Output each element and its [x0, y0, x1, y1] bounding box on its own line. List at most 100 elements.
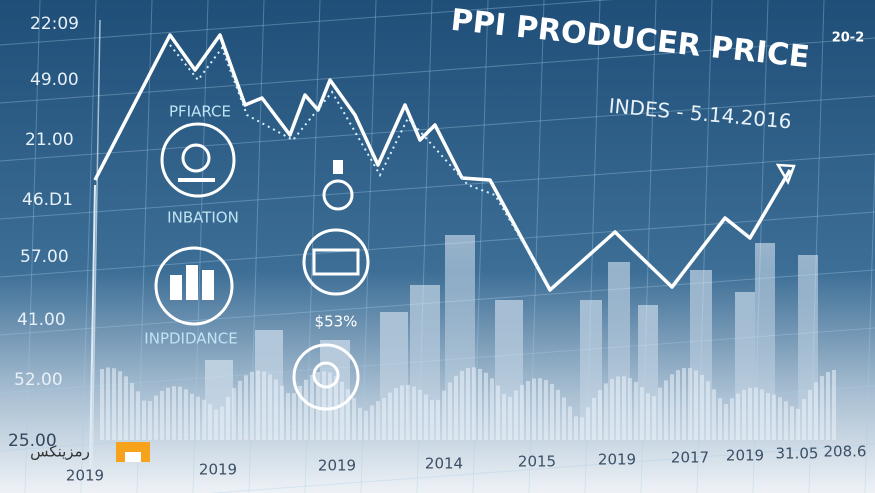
small-bar — [442, 390, 446, 440]
corner-label: 20-2 — [832, 31, 865, 46]
grid-line — [360, 0, 377, 493]
small-bar — [124, 376, 128, 440]
grid-line — [0, 153, 875, 220]
small-bar — [202, 399, 206, 440]
small-bar — [736, 393, 740, 440]
small-bar — [796, 408, 800, 440]
x-label: 2019 — [598, 451, 636, 469]
grid-line — [192, 0, 209, 493]
small-bar — [388, 392, 392, 440]
small-bar — [406, 384, 410, 440]
arrow-head — [775, 163, 796, 185]
small-bar — [298, 385, 302, 440]
small-bar — [136, 391, 140, 440]
small-bar — [676, 370, 680, 440]
small-bar — [790, 406, 794, 440]
x-label: 2014 — [425, 455, 463, 473]
small-bar — [658, 387, 662, 440]
small-bar — [448, 382, 452, 440]
small-bar — [436, 399, 440, 440]
small-bar — [142, 400, 146, 440]
y-label: 22:09 — [30, 14, 79, 34]
icon — [302, 228, 370, 296]
small-bar — [718, 398, 722, 440]
small-bar — [652, 395, 656, 440]
bg-bar — [798, 255, 818, 440]
y-label: 52.00 — [14, 370, 63, 390]
small-bar — [688, 368, 692, 440]
small-bar — [172, 386, 176, 440]
small-bar — [610, 378, 614, 440]
small-bar — [760, 389, 764, 440]
x-label: 2019 — [318, 457, 356, 475]
grid-line — [24, 0, 41, 493]
grid-line — [528, 0, 545, 493]
grid-line — [0, 37, 875, 104]
icon-label: $53% — [315, 313, 358, 331]
small-bar — [514, 390, 518, 440]
small-bar — [526, 380, 530, 440]
axis — [89, 184, 96, 471]
small-bar — [352, 397, 356, 440]
trend-line — [93, 33, 792, 292]
small-bar — [376, 401, 380, 440]
small-bar — [472, 367, 476, 440]
y-label: 25.00 — [8, 431, 57, 451]
logo-mark — [125, 452, 141, 462]
icon — [154, 246, 234, 326]
small-bar — [280, 385, 284, 440]
x-label: 208.6 — [824, 443, 867, 461]
small-bar — [562, 397, 566, 440]
small-bar — [190, 393, 194, 440]
grid-line — [80, 0, 97, 493]
small-bar — [238, 380, 242, 440]
small-bar — [766, 393, 770, 440]
small-bar — [400, 385, 404, 440]
small-bar — [178, 386, 182, 440]
small-bar — [730, 398, 734, 440]
x-label: 2019 — [66, 467, 104, 485]
small-bar — [244, 375, 248, 440]
icon — [322, 160, 354, 211]
small-bar — [316, 372, 320, 440]
small-bar — [496, 385, 500, 440]
small-bar — [430, 400, 434, 440]
small-bar — [820, 376, 824, 440]
small-bar — [232, 388, 236, 440]
small-bar — [394, 387, 398, 440]
small-bar — [322, 371, 326, 440]
small-bar — [724, 404, 728, 440]
small-bar — [604, 383, 608, 440]
small-bar — [556, 389, 560, 440]
small-bar — [826, 372, 830, 440]
small-bar — [274, 379, 278, 440]
bg-bar — [580, 300, 602, 440]
small-bar — [304, 379, 308, 440]
small-bar — [700, 374, 704, 440]
small-bar — [328, 372, 332, 440]
small-bar — [196, 396, 200, 440]
small-bar — [814, 382, 818, 440]
icon-label: INPDIDANCE — [144, 330, 237, 348]
small-bar — [154, 395, 158, 440]
small-bar — [370, 405, 374, 440]
small-bar — [214, 409, 218, 440]
trend-dots — [169, 44, 546, 281]
small-bar — [184, 389, 188, 440]
small-bar — [382, 397, 386, 440]
small-bar — [748, 387, 752, 440]
grid-line — [208, 443, 875, 493]
small-bar — [454, 375, 458, 440]
watermark: رمزینکس — [30, 443, 90, 461]
small-bar — [262, 371, 266, 440]
small-bar — [226, 396, 230, 440]
small-bar — [544, 379, 548, 440]
icon-label: PFIARCE — [169, 103, 231, 121]
small-bar — [268, 374, 272, 440]
small-bar — [664, 380, 668, 440]
small-bar — [166, 387, 170, 440]
grid-line — [0, 0, 613, 46]
small-bar — [712, 389, 716, 440]
small-bar — [340, 381, 344, 440]
